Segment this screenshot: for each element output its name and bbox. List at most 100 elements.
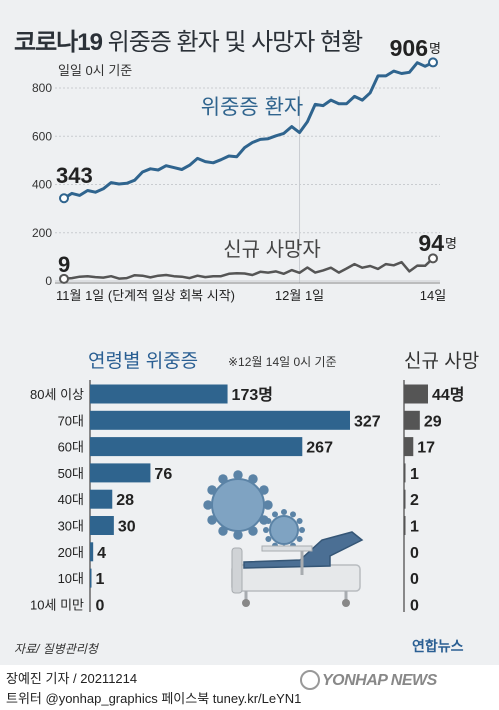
bar-critical xyxy=(90,410,350,430)
bar-value-label: 327 xyxy=(354,413,381,430)
category-label: 20대 xyxy=(58,545,84,560)
watermark-text: YONHAP NEWS xyxy=(322,672,437,689)
bar-value-label: 0 xyxy=(410,545,419,562)
bar-chart-deaths: 신규 사망 44명 29 17 1 2 1 0 0 0 xyxy=(403,350,479,614)
bar-value-label: 76 xyxy=(154,466,172,483)
x-tick-label: 11월 1일 (단계적 일상 회복 시작) xyxy=(56,288,235,303)
virus-spike xyxy=(207,485,217,495)
bed-frame xyxy=(231,564,361,592)
virus-spike xyxy=(290,511,296,518)
bar-value-label: 17 xyxy=(417,440,435,457)
virus-spike xyxy=(281,509,287,515)
series-line xyxy=(63,61,434,200)
bar-value-label: 1 xyxy=(96,571,105,588)
category-label: 10세 미만 xyxy=(30,597,84,612)
virus-spike xyxy=(296,518,303,524)
series-name-critical: 위중증 환자 xyxy=(201,96,303,119)
bar-critical xyxy=(90,437,303,457)
bar-value-label: 0 xyxy=(96,597,105,614)
social-line: 트위터 @yonhap_graphics 페이스북 tuney.kr/LeYN1 xyxy=(6,691,302,706)
category-label: 30대 xyxy=(58,519,84,534)
watermark-logo-icon xyxy=(300,670,320,690)
bar-title-deaths: 신규 사망 xyxy=(404,350,479,372)
bar-deaths xyxy=(404,516,406,535)
category-label: 50대 xyxy=(58,466,84,481)
x-tick-label: 12월 1일 xyxy=(275,288,324,303)
end-point xyxy=(428,253,438,264)
virus-icon xyxy=(269,515,299,545)
bar-value-label: 28 xyxy=(116,492,134,509)
infographic-panel xyxy=(0,0,499,665)
category-label: 80세 이상 xyxy=(30,387,84,402)
start-point xyxy=(59,193,69,204)
virus-spike xyxy=(233,530,243,540)
bar-note: ※12월 14일 0시 기준 xyxy=(228,355,337,369)
bar-critical xyxy=(90,384,228,404)
y-tick-label: 400 xyxy=(32,178,52,192)
virus-spike xyxy=(259,485,269,495)
bar-value-label: 267 xyxy=(306,440,333,457)
end-point xyxy=(428,57,438,68)
title-sub: 위중증 환자 및 사망자 현황 xyxy=(107,29,364,56)
bar-value-label: 1 xyxy=(410,519,419,536)
data-label-deaths-start: 9 xyxy=(58,252,70,277)
start-point xyxy=(59,273,69,284)
virus-spike xyxy=(265,518,272,524)
bar-critical xyxy=(90,463,151,483)
bar-value-label: 0 xyxy=(410,571,419,588)
bed-wheel xyxy=(342,599,350,607)
virus-spike xyxy=(263,500,273,510)
virus-spike xyxy=(203,500,213,510)
virus-spike xyxy=(263,527,269,533)
bar-deaths xyxy=(404,410,420,430)
virus-spike xyxy=(299,527,305,533)
basis-note: 일일 0시 기준 xyxy=(58,63,133,78)
bar-value-label: 0 xyxy=(410,597,419,614)
virus-spike xyxy=(272,511,278,518)
line-chart: 0 200 400 600 800 11월 1일 (단계적 일상 회복 시작) 12월 1일… xyxy=(32,35,457,303)
bar-value-label: 2 xyxy=(410,492,419,509)
bar-chart-critical: 연령별 위중증 ※12월 14일 0시 기준 80세 이상 173명 70대 327 60대… xyxy=(30,350,381,614)
virus-spike xyxy=(233,470,243,480)
source-note: 자료/ 질병관리청 xyxy=(14,642,98,656)
brand-logo: 연합뉴스 xyxy=(412,638,464,654)
series-name-deaths: 신규 사망자 xyxy=(223,238,321,261)
bed-mattress xyxy=(243,531,364,569)
data-label-unit: 명 xyxy=(429,41,441,56)
category-label: 40대 xyxy=(58,492,84,507)
x-tick-label: 14일 xyxy=(420,288,446,303)
bar-value-label: 44명 xyxy=(432,386,465,404)
data-label-critical-end: 906 xyxy=(390,35,428,61)
virus-icon xyxy=(211,478,265,532)
title-main: 코로나19 xyxy=(14,29,103,56)
bar-critical xyxy=(90,489,113,509)
virus-spike xyxy=(296,536,303,542)
bar-value-label: 4 xyxy=(97,545,106,562)
category-label: 10대 xyxy=(58,571,84,586)
y-tick-label: 0 xyxy=(45,274,52,288)
category-label: 60대 xyxy=(58,440,84,455)
bar-deaths xyxy=(404,437,414,457)
data-label-unit: 명 xyxy=(445,236,457,251)
bar-deaths xyxy=(404,384,428,404)
y-tick-label: 800 xyxy=(32,81,52,95)
y-tick-label: 200 xyxy=(32,226,52,240)
hospital-bed-illustration xyxy=(203,470,364,607)
bar-value-label: 173명 xyxy=(232,386,273,404)
reporter-line: 장예진 기자 / 20211214 xyxy=(6,671,138,686)
series-line xyxy=(63,257,434,281)
bar-value-label: 1 xyxy=(410,466,419,483)
virus-spike xyxy=(265,536,272,542)
bar-critical xyxy=(90,542,94,562)
bed-table xyxy=(261,545,313,552)
category-label: 70대 xyxy=(58,413,84,428)
bar-critical xyxy=(90,568,92,588)
page-title: 코로나19 위중증 환자 및 사망자 현황 xyxy=(14,22,364,57)
bar-title-critical: 연령별 위중증 xyxy=(88,350,198,372)
virus-spike xyxy=(248,474,258,484)
virus-spike xyxy=(248,526,258,536)
bed-wheel xyxy=(242,599,250,607)
virus-spike xyxy=(218,526,228,536)
bar-deaths xyxy=(404,463,406,483)
